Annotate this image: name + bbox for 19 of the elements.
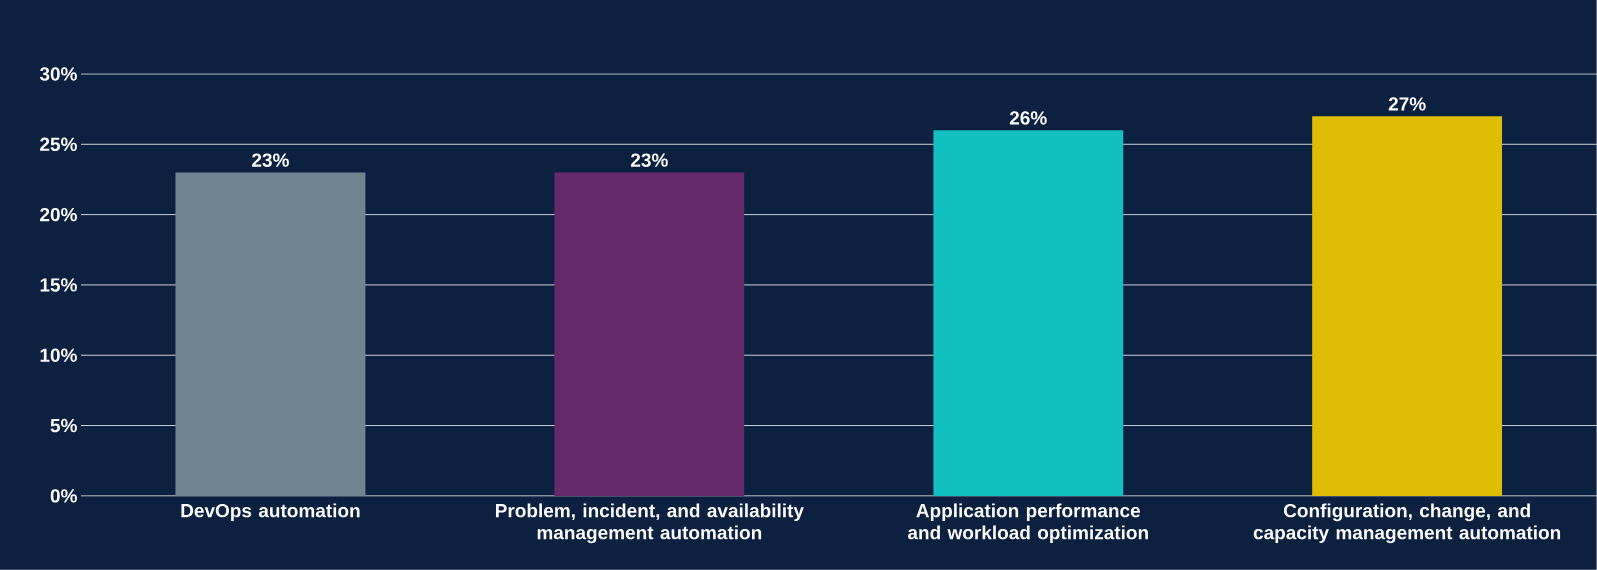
x-tick-label: Problem, incident, and availability management automation xyxy=(495,503,804,544)
y-tick-label: 20% xyxy=(40,207,77,222)
data-label: 23% xyxy=(631,153,668,167)
data-label: 23% xyxy=(252,153,289,167)
bar xyxy=(175,172,366,496)
data-label: 26% xyxy=(1009,111,1047,125)
y-tick-label: 0% xyxy=(50,489,77,503)
y-tick-label: 10% xyxy=(40,348,77,363)
x-tick-label: DevOps automation xyxy=(181,503,360,522)
bar xyxy=(933,130,1124,496)
y-tick-label: 5% xyxy=(50,418,77,433)
x-tick-label: Configuration, change, and capacity management automation xyxy=(1253,503,1561,544)
y-tick-label: 30% xyxy=(39,67,77,81)
bar xyxy=(1312,116,1503,496)
data-label: 27% xyxy=(1388,97,1426,111)
bar xyxy=(554,172,745,496)
y-tick-label: 25% xyxy=(40,137,77,152)
x-tick-label: Application performance and workload optimization xyxy=(907,503,1148,544)
y-tick-label: 15% xyxy=(40,278,77,292)
